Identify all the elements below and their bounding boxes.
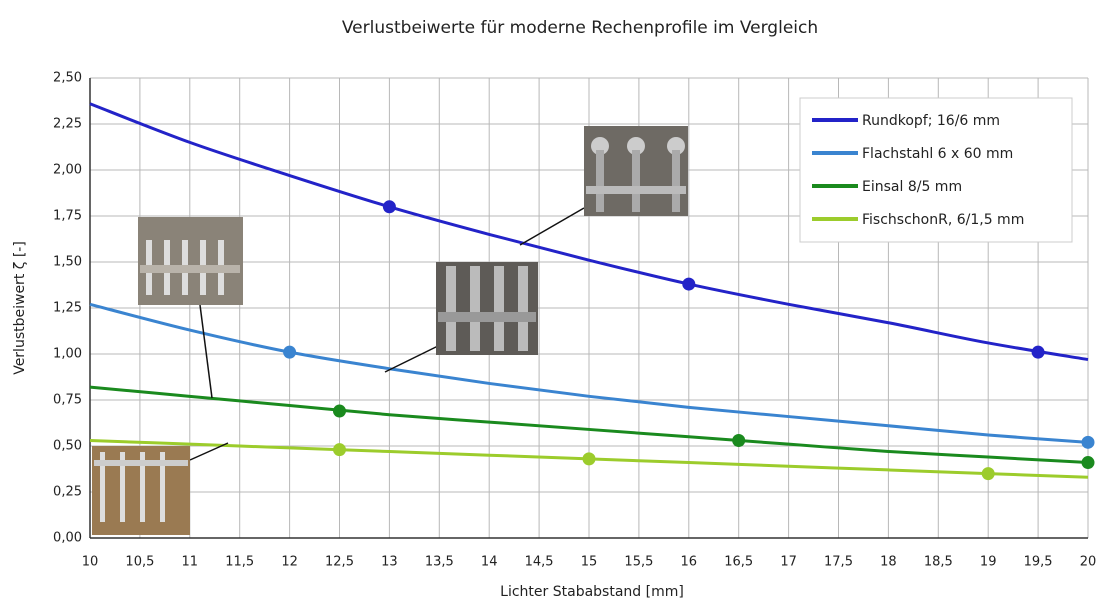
y-tick-label: 1,50 — [53, 255, 82, 270]
photo — [138, 217, 243, 305]
x-tick-label: 11,5 — [225, 555, 254, 570]
x-tick-label: 19 — [980, 555, 997, 570]
x-tick-label: 18 — [880, 555, 897, 570]
y-tick-label: 0,75 — [53, 393, 82, 408]
x-tick-label: 11 — [182, 555, 199, 570]
x-tick-label: 18,5 — [924, 555, 953, 570]
x-tick-label: 13,5 — [425, 555, 454, 570]
y-tick-label: 0,50 — [53, 439, 82, 454]
y-tick-label: 2,50 — [53, 71, 82, 86]
y-tick-label: 0,25 — [53, 485, 82, 500]
x-tick-label: 20 — [1080, 555, 1097, 570]
data-point — [333, 443, 346, 456]
x-tick-label: 13 — [381, 555, 398, 570]
x-tick-label: 17,5 — [824, 555, 853, 570]
x-tick-label: 10,5 — [125, 555, 154, 570]
y-tick-label: 2,00 — [53, 163, 82, 178]
chart-title: Verlustbeiwerte für moderne Rechenprofil… — [342, 18, 818, 38]
y-tick-label: 1,75 — [53, 209, 82, 224]
data-point — [682, 278, 695, 291]
photo — [584, 126, 688, 216]
x-tick-label: 16,5 — [724, 555, 753, 570]
x-axis-label: Lichter Stababstand [mm] — [500, 584, 684, 600]
x-tick-label: 10 — [82, 555, 99, 570]
data-point — [283, 346, 296, 359]
data-point — [333, 405, 346, 418]
data-point — [982, 467, 995, 480]
legend-label: Flachstahl 6 x 60 mm — [862, 146, 1013, 162]
x-tick-label: 12 — [281, 555, 298, 570]
data-point — [583, 452, 596, 465]
connector — [200, 305, 212, 398]
x-tick-label: 16 — [681, 555, 698, 570]
x-tick-label: 14 — [481, 555, 498, 570]
x-tick-label: 15,5 — [624, 555, 653, 570]
legend-label: FischschonR, 6/1,5 mm — [862, 212, 1024, 228]
photos — [92, 126, 688, 535]
y-tick-label: 1,25 — [53, 301, 82, 316]
legend-label: Rundkopf; 16/6 mm — [862, 113, 1000, 129]
connector — [520, 208, 584, 245]
chart: 10 10,5 11 11,5 12 12,5 13 13,5 14 14,5 15 15,5 16 16… — [0, 0, 1097, 601]
y-tick-label: 1,00 — [53, 347, 82, 362]
x-tick-label: 14,5 — [525, 555, 554, 570]
data-point — [1082, 436, 1095, 449]
x-tick-label: 15 — [581, 555, 598, 570]
data-point — [1082, 456, 1095, 469]
data-point — [383, 200, 396, 213]
data-point — [1032, 346, 1045, 359]
y-tick-label: 2,25 — [53, 117, 82, 132]
connector — [385, 345, 440, 372]
x-tick-label: 17 — [780, 555, 797, 570]
photo — [92, 446, 190, 535]
x-tick-label: 12,5 — [325, 555, 354, 570]
y-tick-label: 0,00 — [53, 531, 82, 546]
photo — [436, 262, 538, 355]
data-point — [732, 434, 745, 447]
x-tick-label: 19,5 — [1024, 555, 1053, 570]
legend-label: Einsal 8/5 mm — [862, 179, 962, 195]
y-axis-label: Verlustbeiwert ζ [-] — [12, 241, 28, 375]
